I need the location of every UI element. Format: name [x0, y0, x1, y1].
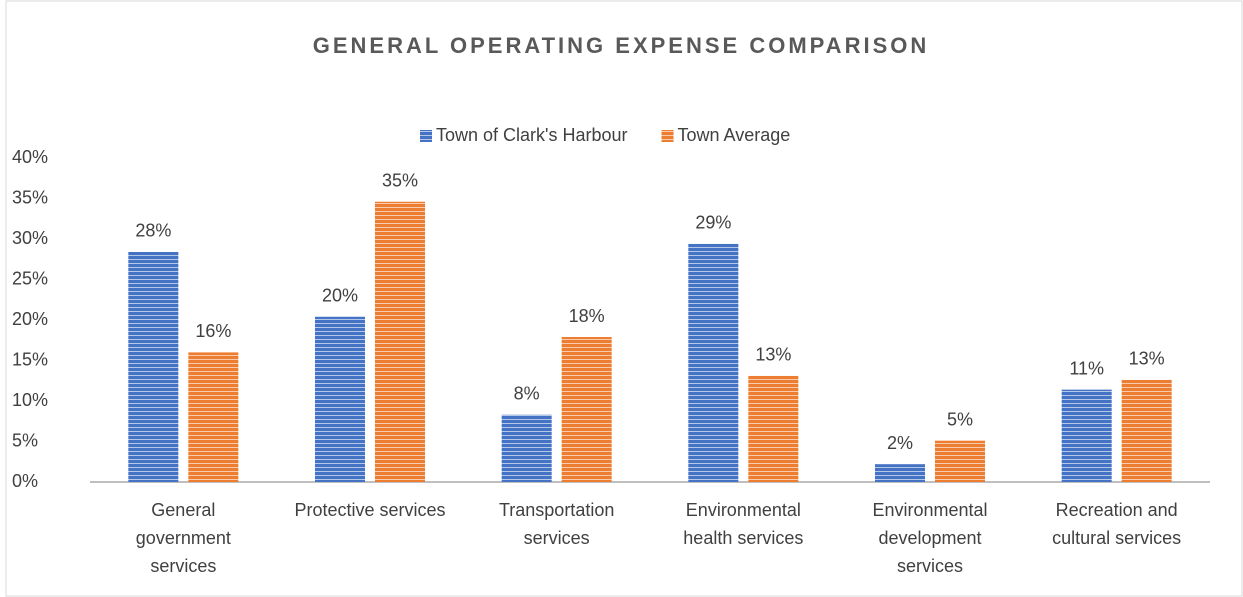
bar	[128, 251, 179, 482]
value-label: 13%	[1129, 349, 1165, 369]
value-label: 20%	[322, 286, 358, 306]
bar	[315, 316, 365, 482]
legend-swatch	[661, 130, 674, 142]
bar	[935, 440, 985, 482]
bar	[1121, 379, 1172, 482]
bar	[875, 464, 925, 482]
value-label: 2%	[887, 433, 913, 453]
value-label: 11%	[1069, 358, 1104, 378]
bar	[688, 243, 739, 482]
value-label: 18%	[569, 306, 605, 326]
value-label: 29%	[695, 213, 731, 233]
value-label: 16%	[195, 321, 231, 341]
legend-label: Town Average	[678, 125, 791, 145]
y-tick-label: 30%	[12, 228, 48, 248]
chart-title: GENERAL OPERATING EXPENSE COMPARISON	[313, 33, 930, 58]
y-tick-label: 25%	[12, 268, 48, 288]
value-label: 8%	[514, 384, 540, 404]
bar	[501, 414, 552, 482]
value-label: 35%	[382, 170, 418, 190]
chart-border	[5, 0, 1243, 597]
bar	[188, 352, 239, 482]
legend-swatch	[420, 130, 432, 142]
x-tick-label: Transportation services	[498, 500, 615, 548]
y-tick-label: 35%	[12, 187, 48, 207]
value-label: 28%	[135, 221, 171, 241]
x-tick-label: General government services	[135, 500, 231, 576]
x-tick-label: Protective services	[294, 500, 446, 520]
y-tick-label: 40%	[12, 147, 48, 167]
bar	[375, 201, 425, 483]
x-tick-label: Environmental development services	[872, 500, 988, 576]
y-tick-label: 0%	[12, 471, 38, 491]
y-tick-label: 15%	[12, 349, 48, 369]
y-tick-label: 20%	[12, 309, 48, 329]
y-tick-label: 10%	[12, 390, 48, 410]
x-tick-label: Environmental health services	[683, 500, 804, 548]
bar	[1061, 389, 1112, 482]
value-label: 5%	[947, 409, 973, 429]
bar	[561, 337, 612, 482]
x-tick-label: Recreation and cultural services	[1052, 500, 1182, 548]
value-label: 13%	[755, 345, 791, 365]
bar	[748, 375, 799, 482]
y-tick-label: 5%	[12, 430, 38, 450]
legend-label: Town of Clark's Harbour	[436, 125, 628, 145]
